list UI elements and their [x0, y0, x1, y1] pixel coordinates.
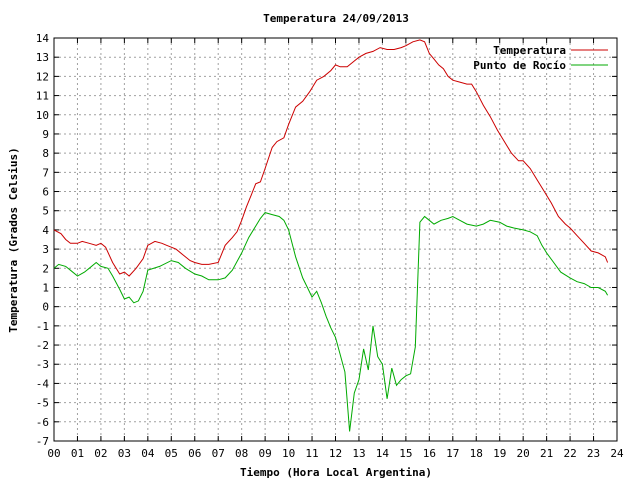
series-line-punto-de-rocio — [53, 212, 609, 432]
y-tick-label: 10 — [36, 109, 49, 122]
series-line-temperatura — [53, 39, 609, 277]
y-tick-label: -5 — [36, 397, 49, 410]
x-tick-label: 18 — [470, 447, 483, 460]
y-tick-label: -4 — [36, 377, 50, 390]
legend-label: Temperatura — [493, 44, 566, 57]
legend-label: Punto de Rocío — [473, 59, 566, 72]
legend: Temperatura Punto de Rocío — [473, 44, 608, 72]
y-tick-label: 9 — [42, 128, 49, 141]
y-tick-label: 6 — [42, 186, 49, 199]
y-tick-label: 13 — [36, 51, 49, 64]
y-tick-label: 11 — [36, 90, 49, 103]
y-tick-label: 5 — [42, 205, 49, 218]
chart-title: Temperatura 24/09/2013 — [263, 12, 409, 25]
x-tick-label: 13 — [352, 447, 365, 460]
x-tick-label: 09 — [259, 447, 272, 460]
y-tick-label: -6 — [36, 416, 49, 429]
y-tick-label: 0 — [42, 301, 49, 314]
y-axis-title: Temperatura (Grados Celsius) — [7, 147, 20, 332]
x-tick-label: 12 — [329, 447, 342, 460]
x-tick-label: 19 — [493, 447, 506, 460]
x-tick-label: 20 — [517, 447, 530, 460]
x-tick-label: 05 — [165, 447, 178, 460]
x-tick-label: 07 — [212, 447, 225, 460]
x-tick-label: 06 — [188, 447, 201, 460]
y-tick-label: 12 — [36, 70, 49, 83]
x-tick-label: 15 — [399, 447, 412, 460]
y-tick-label: 2 — [42, 262, 49, 275]
y-tick-label: -3 — [36, 358, 49, 371]
x-tick-label: 03 — [118, 447, 131, 460]
x-tick-label: 00 — [47, 447, 60, 460]
x-tick-label: 17 — [446, 447, 459, 460]
y-tick-label: 7 — [42, 166, 49, 179]
y-tick-label: 8 — [42, 147, 49, 160]
y-tick-label: -1 — [36, 320, 49, 333]
x-tick-label: 16 — [423, 447, 436, 460]
x-tick-label: 01 — [71, 447, 84, 460]
x-tick-label: 23 — [587, 447, 600, 460]
x-tick-label: 22 — [563, 447, 576, 460]
x-tick-label: 24 — [610, 447, 624, 460]
y-tick-label: -2 — [36, 339, 49, 352]
x-tick-label: 11 — [305, 447, 318, 460]
y-tick-label: 1 — [42, 281, 49, 294]
y-tick-label: 4 — [42, 224, 49, 237]
x-tick-label: 14 — [376, 447, 390, 460]
x-tick-label: 10 — [282, 447, 295, 460]
x-tick-label: 08 — [235, 447, 248, 460]
grid — [54, 38, 617, 441]
x-tick-label: 02 — [94, 447, 107, 460]
x-tick-label: 21 — [540, 447, 553, 460]
y-tick-label: 14 — [36, 32, 50, 45]
y-tick-label: 3 — [42, 243, 49, 256]
series-layer — [53, 39, 609, 432]
y-tick-label: -7 — [36, 435, 49, 448]
x-axis-title: Tiempo (Hora Local Argentina) — [240, 466, 432, 479]
x-tick-label: 04 — [141, 447, 155, 460]
